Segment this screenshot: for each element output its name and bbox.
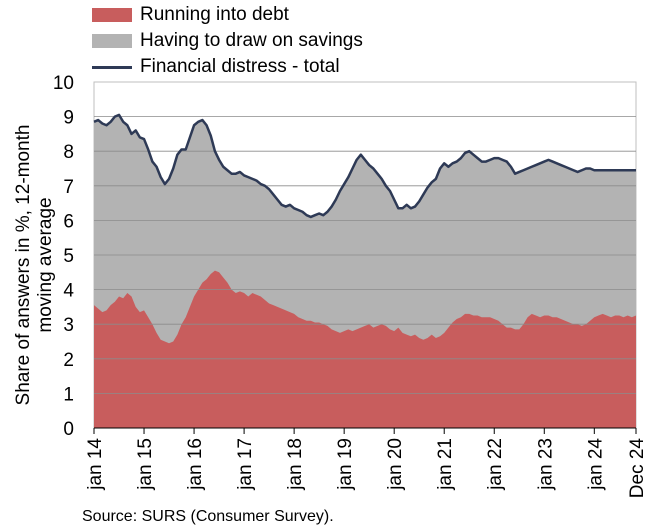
x-tick-label: Dec 24 bbox=[627, 438, 648, 499]
legend-item-total: Financial distress - total bbox=[92, 54, 363, 80]
y-tick-label: 3 bbox=[63, 315, 74, 336]
y-tick-label: 7 bbox=[63, 177, 74, 198]
legend-swatch-savings bbox=[92, 34, 132, 48]
x-tick-label: jan 21 bbox=[435, 438, 456, 491]
y-tick-label: 2 bbox=[63, 350, 74, 371]
y-tick-label: 8 bbox=[63, 142, 74, 163]
x-tick-label: jan 19 bbox=[335, 438, 356, 491]
x-tick-label: jan 14 bbox=[85, 438, 106, 491]
legend-item-debt: Running into debt bbox=[92, 2, 363, 28]
x-tick-label: jan 17 bbox=[235, 438, 256, 491]
y-tick-label: 4 bbox=[63, 281, 74, 302]
x-tick-label: jan 23 bbox=[535, 438, 556, 491]
legend-label-total: Financial distress - total bbox=[140, 56, 340, 77]
x-tick-label: jan 24 bbox=[585, 438, 606, 491]
x-tick-label: jan 20 bbox=[385, 438, 406, 491]
y-axis-label: Share of answers in %, 12-month moving a… bbox=[13, 124, 56, 406]
source-note: Source: SURS (Consumer Survey). bbox=[82, 508, 334, 525]
x-tick-label: jan 16 bbox=[185, 438, 206, 491]
y-tick-label: 9 bbox=[63, 108, 74, 129]
area-debt bbox=[94, 270, 636, 428]
plot-frame bbox=[93, 81, 637, 429]
y-tick-label: 0 bbox=[63, 419, 74, 440]
legend-swatch-debt bbox=[92, 8, 132, 22]
x-tick-label: jan 22 bbox=[485, 438, 506, 491]
y-tick-label: 10 bbox=[53, 73, 74, 94]
legend-line-total bbox=[92, 65, 132, 69]
legend-label-debt: Running into debt bbox=[140, 4, 289, 25]
y-tick-label: 5 bbox=[63, 246, 74, 267]
area-savings bbox=[94, 114, 636, 429]
line-total bbox=[93, 113, 636, 219]
legend-item-savings: Having to draw on savings bbox=[92, 28, 363, 54]
x-tick-label: jan 18 bbox=[285, 438, 306, 491]
y-tick-label: 1 bbox=[63, 384, 74, 405]
legend: Running into debt Having to draw on savi… bbox=[92, 2, 363, 80]
legend-label-savings: Having to draw on savings bbox=[140, 30, 363, 51]
x-tick-label: jan 15 bbox=[135, 438, 156, 491]
y-tick-label: 6 bbox=[63, 211, 74, 232]
